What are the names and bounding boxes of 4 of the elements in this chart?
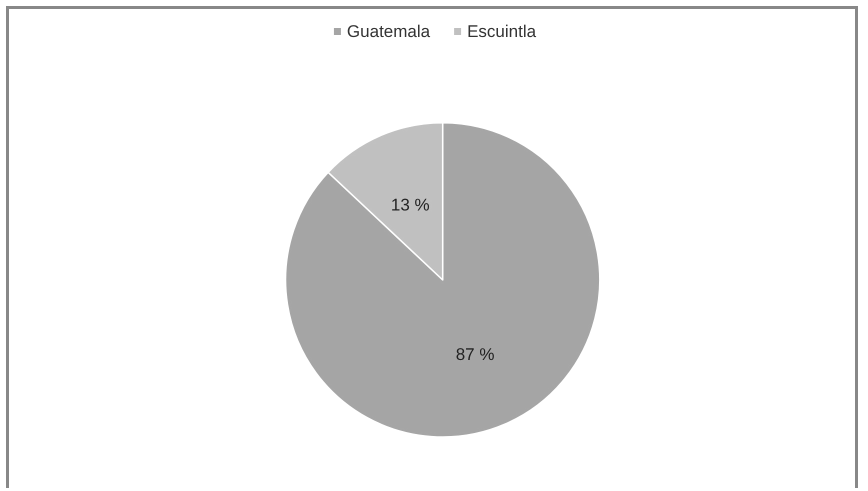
legend-label: Guatemala: [346, 22, 431, 41]
legend-label: Escuintla: [467, 22, 537, 41]
data-label: 13 %: [390, 196, 430, 215]
data-label: 87 %: [456, 345, 494, 364]
